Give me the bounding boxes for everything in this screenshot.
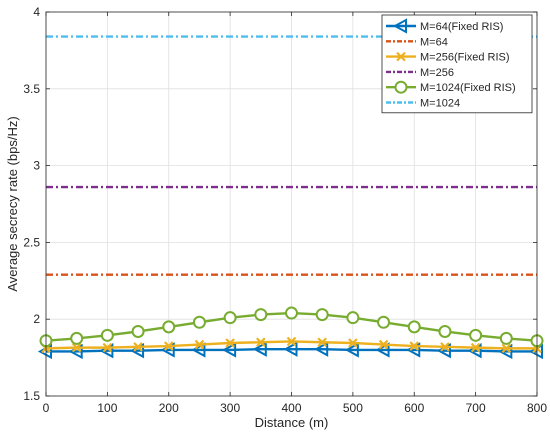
triangle-marker bbox=[314, 341, 329, 357]
circle-marker bbox=[377, 315, 391, 329]
legend-label: M=64 bbox=[420, 36, 448, 48]
legend-label: M=1024 bbox=[420, 98, 460, 110]
legend-item: M=256 bbox=[386, 67, 454, 79]
circle-marker bbox=[469, 328, 483, 342]
series-2 bbox=[41, 336, 542, 354]
triangle-marker bbox=[191, 342, 206, 358]
x-marker bbox=[71, 342, 82, 353]
y-tick-label: 2 bbox=[33, 312, 40, 326]
x-tick-label: 400 bbox=[281, 401, 301, 415]
x-marker bbox=[133, 342, 143, 352]
circle-marker bbox=[394, 80, 408, 94]
x-marker bbox=[317, 337, 327, 348]
x-tick-label: 800 bbox=[527, 401, 547, 415]
triangle-marker bbox=[222, 342, 237, 358]
x-tick-label: 100 bbox=[97, 401, 117, 415]
circle-marker bbox=[162, 320, 176, 334]
legend-label: M=256(Fixed RIS) bbox=[420, 52, 510, 64]
legend: M=64(Fixed RIS) M=64 M=256(Fixed RIS) M=256… bbox=[381, 14, 533, 114]
x-tick-label: 700 bbox=[466, 401, 486, 415]
x-marker bbox=[163, 341, 174, 351]
x-marker bbox=[286, 336, 297, 347]
triangle-marker bbox=[375, 342, 390, 358]
x-marker bbox=[470, 342, 481, 353]
legend-item: M=1024 bbox=[386, 98, 460, 110]
x-marker bbox=[256, 337, 266, 348]
triangle-marker bbox=[283, 341, 298, 357]
x-marker bbox=[348, 338, 358, 348]
x-tick-label: 600 bbox=[404, 401, 424, 415]
legend-label: M=1024(Fixed RIS) bbox=[420, 82, 516, 94]
legend-item: M=1024(Fixed RIS) bbox=[386, 80, 516, 94]
x-marker bbox=[501, 343, 512, 354]
x-tick-label: 300 bbox=[220, 401, 240, 415]
circle-marker bbox=[100, 328, 114, 342]
legend-item: M=256(Fixed RIS) bbox=[386, 52, 510, 64]
y-tick-label: 3 bbox=[33, 159, 40, 173]
y-tick-label: 2.5 bbox=[23, 235, 40, 249]
circle-marker bbox=[407, 320, 421, 334]
legend-label: M=64(Fixed RIS) bbox=[420, 21, 503, 33]
circle-marker bbox=[254, 308, 268, 322]
x-axis-label: Distance (m) bbox=[255, 415, 329, 430]
circle-marker bbox=[315, 308, 329, 322]
x-marker bbox=[409, 341, 420, 351]
triangle-marker bbox=[392, 18, 407, 34]
circle-marker bbox=[223, 311, 237, 325]
x-marker bbox=[396, 51, 406, 62]
x-marker bbox=[102, 342, 113, 353]
series-0 bbox=[37, 341, 543, 360]
x-marker bbox=[225, 338, 235, 348]
circle-marker bbox=[70, 331, 84, 345]
y-axis-label: Average secrecy rate (bps/Hz) bbox=[5, 116, 20, 291]
series-line bbox=[46, 347, 537, 353]
legend-item: M=64 bbox=[386, 36, 448, 48]
x-tick-label: 500 bbox=[343, 401, 363, 415]
y-tick-label: 1.5 bbox=[23, 389, 40, 403]
x-tick-label: 200 bbox=[159, 401, 179, 415]
x-marker bbox=[194, 339, 205, 350]
legend-label: M=256 bbox=[420, 67, 454, 79]
x-marker bbox=[378, 339, 389, 350]
triangle-marker bbox=[344, 342, 359, 358]
axis-ticks: 0 100 200 300 400 500 600 700 800 1.5 2 2.5 3 3.5 4 bbox=[23, 5, 547, 415]
circle-marker bbox=[285, 306, 298, 320]
triangle-marker bbox=[252, 341, 267, 357]
legend-item: M=64(Fixed RIS) bbox=[386, 18, 503, 34]
x-tick-label: 0 bbox=[43, 401, 50, 415]
circle-marker bbox=[131, 324, 145, 338]
circle-marker bbox=[346, 311, 360, 325]
y-tick-label: 4 bbox=[33, 5, 40, 19]
circle-marker bbox=[438, 324, 452, 338]
x-marker bbox=[440, 342, 450, 352]
y-tick-label: 3.5 bbox=[23, 82, 40, 96]
circle-marker bbox=[499, 331, 513, 345]
circle-marker bbox=[192, 315, 206, 329]
